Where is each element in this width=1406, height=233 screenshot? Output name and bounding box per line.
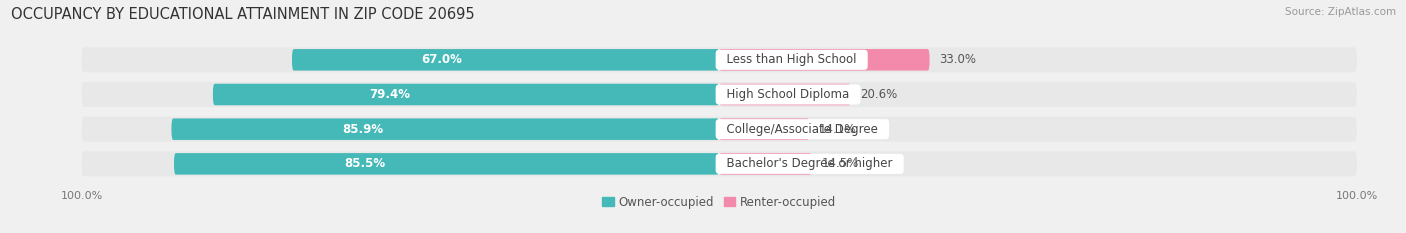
FancyBboxPatch shape [212, 84, 720, 105]
Text: 79.4%: 79.4% [370, 88, 411, 101]
Text: Bachelor's Degree or higher: Bachelor's Degree or higher [720, 157, 900, 170]
Text: College/Associate Degree: College/Associate Degree [720, 123, 886, 136]
Text: 14.5%: 14.5% [821, 157, 859, 170]
Legend: Owner-occupied, Renter-occupied: Owner-occupied, Renter-occupied [598, 191, 841, 213]
FancyBboxPatch shape [292, 49, 720, 71]
Text: OCCUPANCY BY EDUCATIONAL ATTAINMENT IN ZIP CODE 20695: OCCUPANCY BY EDUCATIONAL ATTAINMENT IN Z… [11, 7, 475, 22]
Text: 85.5%: 85.5% [344, 157, 385, 170]
FancyBboxPatch shape [82, 117, 1357, 142]
FancyBboxPatch shape [82, 151, 1357, 176]
Text: 14.1%: 14.1% [818, 123, 856, 136]
Text: High School Diploma: High School Diploma [720, 88, 856, 101]
FancyBboxPatch shape [172, 118, 720, 140]
Text: 67.0%: 67.0% [420, 53, 463, 66]
FancyBboxPatch shape [720, 153, 811, 175]
Text: Source: ZipAtlas.com: Source: ZipAtlas.com [1285, 7, 1396, 17]
FancyBboxPatch shape [720, 84, 851, 105]
Text: Less than High School: Less than High School [720, 53, 865, 66]
FancyBboxPatch shape [82, 47, 1357, 72]
FancyBboxPatch shape [174, 153, 720, 175]
Text: 33.0%: 33.0% [939, 53, 976, 66]
Text: 85.9%: 85.9% [343, 123, 384, 136]
FancyBboxPatch shape [720, 49, 929, 71]
FancyBboxPatch shape [82, 82, 1357, 107]
FancyBboxPatch shape [720, 118, 808, 140]
Text: 20.6%: 20.6% [860, 88, 897, 101]
